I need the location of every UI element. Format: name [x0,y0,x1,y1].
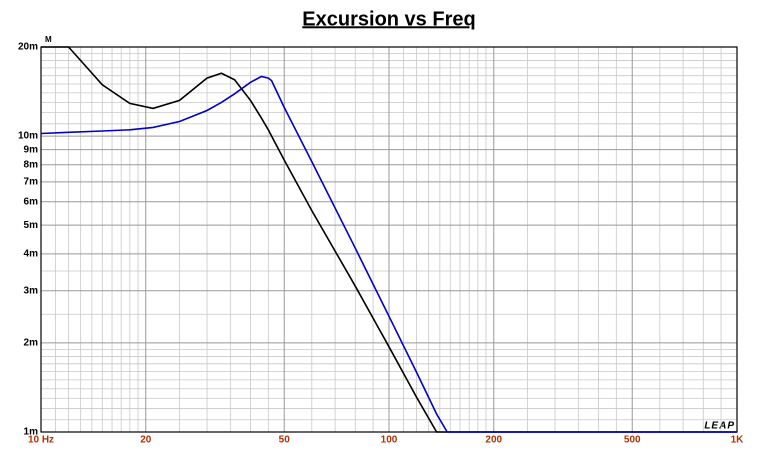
series-line [40,75,737,433]
x-tick-label: 20 [140,435,152,446]
y-tick-label: 10m [18,131,38,142]
x-tick-label: 50 [279,435,291,446]
y-tick-label: 7m [24,177,39,188]
y-tick-label: 2m [24,338,39,349]
y-tick-label: 1m [24,427,39,438]
series-line [41,46,737,433]
x-tick-label: 100 [381,435,398,446]
y-tick-label: 20m [18,42,38,53]
x-tick-label: 10 Hz [28,435,54,446]
chart-title: Excursion vs Freq [302,8,475,30]
plot-frame [40,46,738,433]
x-tick-label: 500 [624,435,641,446]
y-tick-label: 9m [24,144,39,155]
x-tick-label: 200 [485,435,502,446]
x-tick-label: 1K [731,435,745,446]
y-tick-label: 5m [24,220,39,231]
watermark: LEAP [704,421,735,432]
y-unit-label: M [45,35,52,44]
y-tick-label: 8m [24,159,39,170]
y-tick-label: 6m [24,196,39,207]
y-tick-label: 3m [24,285,39,296]
y-tick-label: 4m [24,248,39,259]
